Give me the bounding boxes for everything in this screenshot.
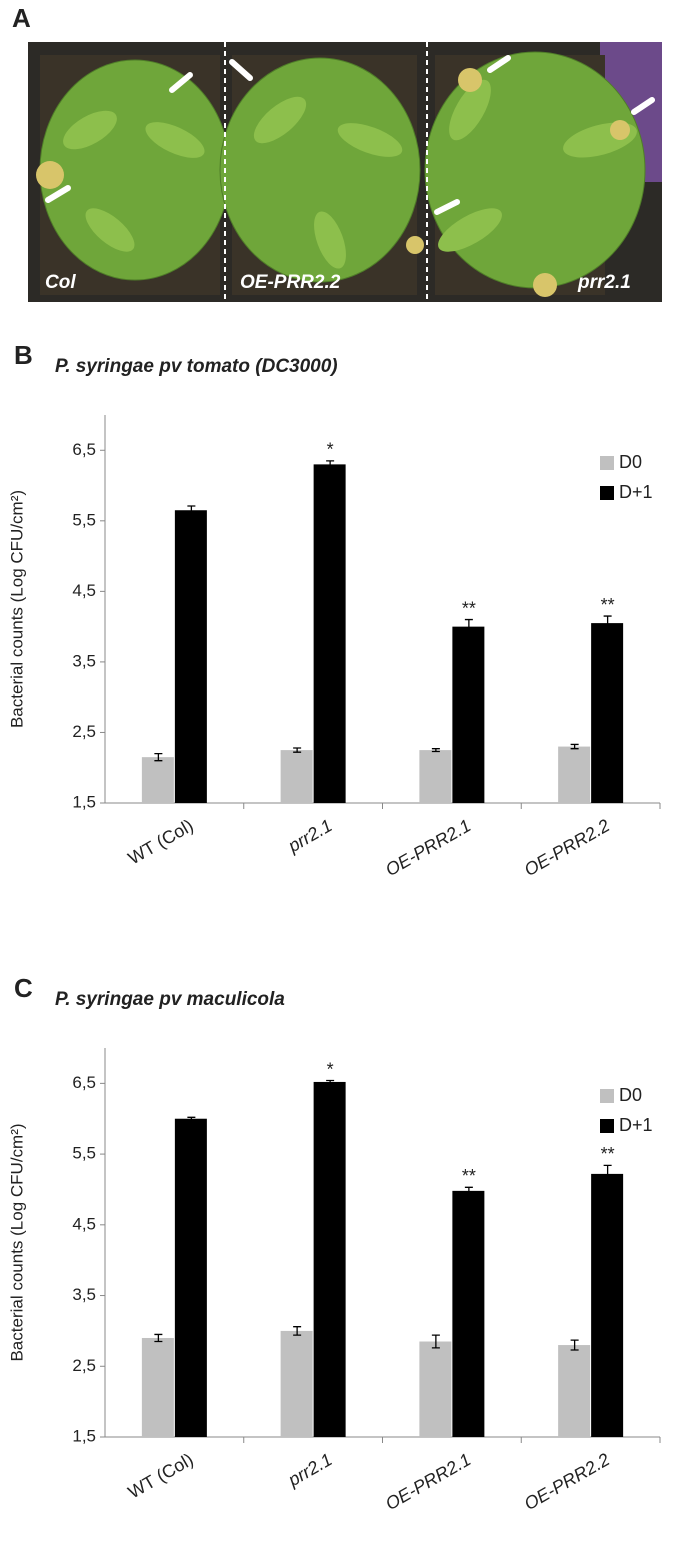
bar (313, 464, 346, 803)
y-axis-title: Bacterial counts (Log CFU/cm²) (7, 490, 26, 728)
x-tick-label: OE-PRR2.1 (382, 1449, 474, 1514)
bar (141, 757, 174, 803)
error-bar (187, 1116, 196, 1121)
x-tick-label: prr2.1 (284, 815, 336, 856)
error-bar (187, 505, 196, 516)
legend-swatch (600, 456, 614, 470)
bar (313, 1081, 346, 1437)
bar (558, 1345, 591, 1437)
photo-label: Col (45, 272, 76, 293)
x-tick-label: OE-PRR2.1 (382, 815, 474, 880)
error-bar (570, 1339, 579, 1351)
y-tick-label: 5,5 (72, 510, 96, 529)
error-bar (154, 1333, 163, 1343)
y-tick-label: 3,5 (72, 1285, 96, 1304)
error-bar (570, 743, 579, 750)
bar (280, 1330, 313, 1437)
bar (558, 746, 591, 803)
error-bar (326, 460, 335, 469)
y-tick-label: 3,5 (72, 651, 96, 670)
panel-label: C (14, 973, 33, 1003)
legend-label: D0 (619, 1085, 642, 1105)
y-tick-label: 4,5 (72, 1214, 96, 1233)
bar (452, 626, 485, 803)
significance-label: ** (601, 595, 615, 615)
legend-label: D+1 (619, 482, 653, 502)
bar (174, 510, 207, 803)
error-bar (154, 752, 163, 762)
chart-title: P. syringae pv maculicola (55, 989, 285, 1010)
bar (419, 1341, 452, 1437)
y-tick-label: 4,5 (72, 581, 96, 600)
significance-label: ** (601, 1144, 615, 1164)
legend-swatch (600, 1089, 614, 1103)
error-bar (431, 748, 440, 753)
y-tick-label: 1,5 (72, 1426, 96, 1445)
legend-label: D0 (619, 452, 642, 472)
significance-label: * (327, 440, 334, 460)
x-tick-label: OE-PRR2.2 (521, 815, 613, 880)
legend-swatch (600, 486, 614, 500)
panel-label: B (14, 340, 33, 370)
error-bar (431, 1334, 440, 1349)
photo: Col OE-PRR2.2 prr2.1 (28, 42, 662, 302)
x-tick-label: WT (Col) (125, 1449, 197, 1502)
y-tick-label: 6,5 (72, 440, 96, 459)
y-tick-label: 1,5 (72, 792, 96, 811)
y-tick-label: 5,5 (72, 1144, 96, 1163)
error-bar (293, 747, 302, 753)
bar (280, 750, 313, 803)
y-tick-label: 6,5 (72, 1073, 96, 1092)
x-tick-label: OE-PRR2.2 (521, 1449, 613, 1514)
error-bar (603, 615, 612, 631)
y-tick-label: 2,5 (72, 722, 96, 741)
photo-label: OE-PRR2.2 (240, 272, 341, 293)
error-bar (293, 1326, 302, 1336)
bar (174, 1118, 207, 1437)
significance-label: * (327, 1059, 334, 1079)
y-tick-label: 2,5 (72, 1356, 96, 1375)
error-bar (464, 1186, 473, 1196)
x-tick-label: prr2.1 (284, 1449, 336, 1490)
bar (141, 1337, 174, 1437)
panel-label: A (12, 3, 31, 33)
bar (452, 1190, 485, 1437)
chart-title: P. syringae pv tomato (DC3000) (55, 356, 338, 377)
error-bar (464, 618, 473, 635)
bar (591, 623, 624, 803)
legend-label: D+1 (619, 1115, 653, 1135)
x-tick-label: WT (Col) (125, 815, 197, 868)
significance-label: ** (462, 598, 476, 618)
y-axis-title: Bacterial counts (Log CFU/cm²) (7, 1123, 26, 1361)
error-bar (603, 1164, 612, 1184)
bar (419, 750, 452, 803)
error-bar (326, 1079, 335, 1085)
significance-label: ** (462, 1166, 476, 1186)
photo-label: prr2.1 (577, 272, 631, 293)
bar (591, 1173, 624, 1437)
legend-swatch (600, 1119, 614, 1133)
